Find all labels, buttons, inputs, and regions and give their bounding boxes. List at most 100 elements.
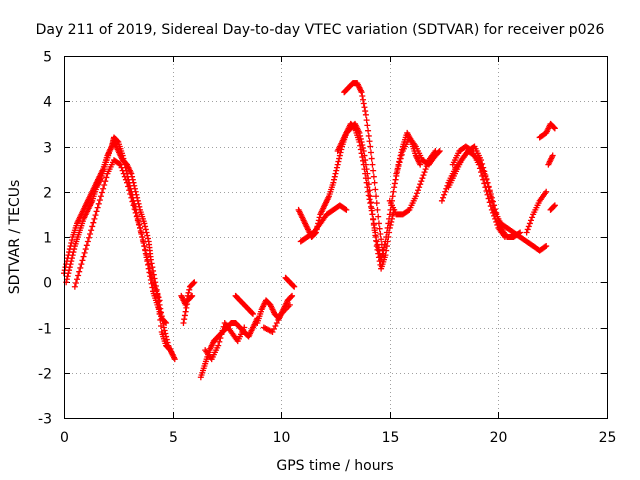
data-point <box>182 308 189 315</box>
data-point <box>416 184 423 191</box>
data-point <box>365 127 372 134</box>
data-point <box>517 229 524 236</box>
data-point <box>417 181 424 188</box>
data-point <box>94 204 101 211</box>
data-point <box>363 166 370 173</box>
series-arc-u <box>449 143 508 240</box>
data-point <box>492 206 499 213</box>
data-point <box>134 217 141 224</box>
series-arc-n <box>297 202 350 245</box>
plot-frame <box>64 56 608 419</box>
data-point <box>360 148 367 155</box>
data-point <box>185 289 192 296</box>
data-point <box>526 220 533 227</box>
data-point <box>141 243 148 250</box>
data-point <box>133 191 140 198</box>
data-point <box>358 89 365 96</box>
data-point <box>442 188 449 195</box>
data-point <box>393 170 400 177</box>
data-point <box>368 155 375 162</box>
data-point <box>134 194 141 201</box>
data-point <box>484 179 491 186</box>
data-point <box>219 327 226 334</box>
data-point <box>362 111 369 118</box>
data-point <box>78 261 85 268</box>
data-point <box>119 167 126 174</box>
data-point <box>486 199 493 206</box>
data-point <box>391 184 398 191</box>
data-point <box>150 279 157 286</box>
data-point <box>375 213 382 220</box>
data-point <box>440 194 447 201</box>
data-point <box>146 265 153 272</box>
data-point <box>386 229 393 236</box>
series-arc-d <box>154 292 178 363</box>
data-point <box>366 138 373 145</box>
data-point <box>366 187 373 194</box>
series-arc-o <box>334 120 398 272</box>
data-point <box>70 249 77 256</box>
data-point <box>152 285 159 292</box>
data-point <box>316 214 323 221</box>
y-tick-label: 0 <box>43 276 52 292</box>
data-point <box>486 187 493 194</box>
data-point <box>367 193 374 200</box>
data-point <box>373 237 380 244</box>
data-point <box>331 176 338 183</box>
data-point <box>249 310 256 317</box>
data-point <box>163 319 170 326</box>
x-tick-label: 0 <box>60 430 69 446</box>
data-point <box>330 179 337 186</box>
data-point <box>551 125 558 132</box>
data-point <box>394 166 401 173</box>
data-point <box>376 258 383 265</box>
data-point <box>392 176 399 183</box>
data-point <box>145 261 152 268</box>
data-point <box>373 243 380 250</box>
series-arc-f <box>180 292 196 326</box>
data-point <box>489 198 496 205</box>
data-point <box>249 310 256 317</box>
data-point <box>543 188 550 195</box>
data-point <box>289 292 296 299</box>
series-arc-i <box>232 292 256 317</box>
data-point <box>155 298 162 305</box>
data-point <box>367 199 374 206</box>
data-point <box>184 301 191 308</box>
data-point <box>191 279 198 286</box>
data-point <box>405 207 412 214</box>
data-point <box>362 108 369 115</box>
chart-title: Day 211 of 2019, Sidereal Day-to-day VTE… <box>36 22 605 38</box>
data-point <box>543 243 550 250</box>
x-tick-label: 10 <box>273 430 291 446</box>
data-point <box>375 220 382 227</box>
data-point <box>132 188 139 195</box>
data-point <box>135 200 142 207</box>
data-point <box>360 145 367 152</box>
data-point <box>365 181 372 188</box>
data-point <box>156 310 163 317</box>
data-point <box>418 178 425 185</box>
series-arc-q <box>386 148 439 218</box>
data-point <box>359 141 366 148</box>
data-point <box>147 270 154 277</box>
data-point <box>88 227 95 234</box>
y-tick-label: -3 <box>38 412 52 428</box>
data-point <box>129 198 136 205</box>
data-point <box>334 161 341 168</box>
data-point <box>383 247 390 254</box>
data-point <box>412 193 419 200</box>
data-point <box>143 252 150 259</box>
y-tick-label: 1 <box>43 231 52 247</box>
data-point <box>356 129 363 136</box>
data-point <box>377 230 384 237</box>
data-point <box>87 230 94 237</box>
data-point <box>478 169 485 176</box>
data-point <box>387 221 394 228</box>
data-point <box>67 261 74 268</box>
data-point <box>241 324 248 331</box>
data-point <box>69 252 76 259</box>
data-point <box>386 224 393 231</box>
data-point <box>375 254 382 261</box>
